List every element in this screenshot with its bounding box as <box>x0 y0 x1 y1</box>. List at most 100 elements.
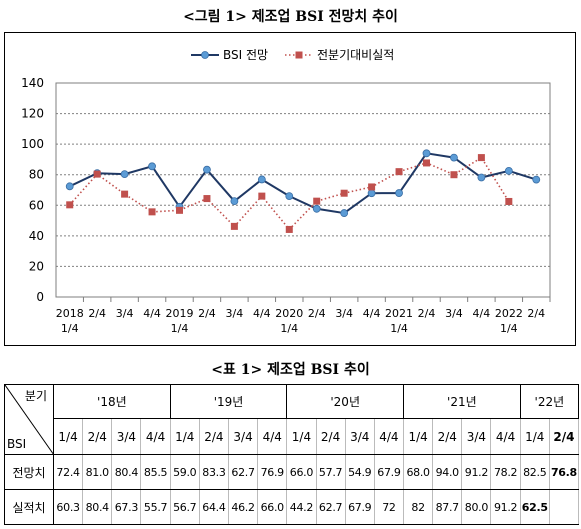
row-label: 실적치 <box>4 489 54 525</box>
quarter-header: 4/4 <box>373 418 405 455</box>
data-point-actual <box>450 171 458 179</box>
x-tick-label: 2/4 <box>88 307 106 320</box>
quarter-header: 3/4 <box>344 418 375 455</box>
x-tick-label: 2019 <box>166 307 194 320</box>
data-point-actual <box>395 168 403 176</box>
data-point-actual <box>313 197 321 205</box>
data-point-actual <box>505 197 513 205</box>
quarter-header: 2/4 <box>548 418 580 455</box>
table-cell: 62.5 <box>519 489 550 525</box>
table-cell: 54.9 <box>344 454 375 490</box>
data-point-actual <box>285 225 293 233</box>
chart-frame: 0 20 40 60 80 100 120 140 2018 1/4 2/4 3/4 4/4 2019 1/… <box>4 32 576 346</box>
quarter-header: 4/4 <box>140 418 171 455</box>
quarter-header: 3/4 <box>461 418 492 455</box>
x-tick-label: 2/4 <box>198 307 216 320</box>
table-header-quarters: 1/4 2/4 3/4 4/4 1/4 2/4 3/4 4/4 1/4 2/4 3/4 4/4 1/4 2… <box>5 418 580 455</box>
table-header-years: 분기 BSI '18년 '19년 '20년 '21년 '22년 <box>4 384 580 455</box>
bsi-line-chart: 0 20 40 60 80 100 120 140 2018 1/4 2/4 3/4 4/4 2019 1/… <box>21 48 551 335</box>
quarter-header: 2/4 <box>82 418 113 455</box>
table-cell: 85.5 <box>140 454 171 490</box>
data-point-actual <box>230 222 238 230</box>
quarter-header: 1/4 <box>519 418 550 455</box>
series-line-forecast <box>69 152 537 215</box>
year-header: '21년 <box>403 384 521 419</box>
data-point-actual <box>340 189 348 197</box>
data-point-forecast <box>120 170 129 179</box>
y-tick-label: 60 <box>29 198 44 212</box>
data-point-forecast <box>65 182 74 191</box>
quarter-header: 1/4 <box>403 418 434 455</box>
x-tick-label: 2/4 <box>308 307 326 320</box>
data-point-forecast <box>504 166 513 175</box>
data-point-actual <box>258 192 266 200</box>
table-cell: 87.7 <box>432 489 463 525</box>
table-cell: 44.2 <box>286 489 317 525</box>
x-tick-label: 3/4 <box>226 307 244 320</box>
y-tick-label: 120 <box>21 107 44 121</box>
table-cell: 83.3 <box>198 454 229 490</box>
table-title: <표 1> 제조업 BSI 추이 <box>211 362 370 378</box>
table-cell: 67.9 <box>344 489 375 525</box>
table-cell: 72.4 <box>52 454 84 490</box>
quarter-header: 3/4 <box>227 418 259 455</box>
x-tick-label: 1/4 <box>390 322 408 335</box>
x-tick-label: 2018 <box>56 307 84 320</box>
table-cell: 62.7 <box>315 489 346 525</box>
data-point-forecast <box>203 165 211 174</box>
figure-title: <그림 1> 제조업 BSI 전망치 추이 <box>183 9 398 25</box>
table-cell: 82 <box>403 489 434 525</box>
x-tick-label: 1/4 <box>280 322 298 335</box>
data-point-actual <box>477 154 485 162</box>
year-header: '20년 <box>286 384 405 419</box>
data-point-forecast <box>532 175 541 184</box>
x-tick-label: 4/4 <box>363 307 381 320</box>
diagonal-line <box>5 385 53 454</box>
table-cell: 91.2 <box>461 454 492 490</box>
x-tick-label: 2021 <box>385 307 413 320</box>
x-tick-label: 4/4 <box>143 307 161 320</box>
table-cell: 81.0 <box>82 454 113 490</box>
table-cell: 72 <box>373 489 405 525</box>
x-tick-label: 2/4 <box>527 307 545 320</box>
data-point-actual <box>176 206 183 214</box>
y-tick-label: 100 <box>21 137 44 151</box>
x-tick-label: 4/4 <box>253 307 271 320</box>
table-cell: 66.0 <box>257 489 288 525</box>
quarter-header: 3/4 <box>111 418 142 455</box>
table-cell: 91.2 <box>490 489 521 525</box>
data-point-actual <box>148 208 156 216</box>
x-tick-label: 2/4 <box>418 307 436 320</box>
corner-cell: 분기 BSI <box>4 384 54 455</box>
x-tick-label: 3/4 <box>116 307 134 320</box>
table-cell: 55.7 <box>140 489 171 525</box>
table-cell <box>548 489 580 525</box>
data-point-actual <box>423 159 430 167</box>
quarter-header: 2/4 <box>432 418 463 455</box>
corner-label-quarter: 분기 <box>24 389 47 403</box>
x-tick-label: 3/4 <box>445 307 463 320</box>
data-point-actual <box>203 195 211 203</box>
table-cell: 57.7 <box>315 454 346 490</box>
x-tick-label: 3/4 <box>335 307 353 320</box>
data-point-forecast <box>450 153 458 162</box>
table-cell: 76.8 <box>548 454 580 490</box>
table-cell: 82.5 <box>519 454 550 490</box>
row-label: 전망치 <box>4 454 54 490</box>
data-point-forecast <box>340 209 349 217</box>
quarter-header: 2/4 <box>315 418 346 455</box>
data-point-forecast <box>285 192 294 201</box>
year-header: '18년 <box>53 384 171 419</box>
x-tick-label: 1/4 <box>500 322 518 335</box>
bsi-table: 분기 BSI '18년 '19년 '20년 '21년 '22년 1/4 2/4 3/4 4/4 1/4… <box>4 384 580 525</box>
table-cell: 60.3 <box>52 489 84 525</box>
table-cell: 59.0 <box>169 454 200 490</box>
table-row: 전망치 72.4 81.0 80.4 85.5 59.0 83.3 62.7 76.9 66.0 5… <box>4 454 580 490</box>
quarter-header: 1/4 <box>286 418 317 455</box>
table-cell: 80.0 <box>461 489 492 525</box>
table-row: 실적치 60.3 80.4 67.3 55.7 56.7 64.4 46.2 66.0 44.2 6… <box>4 489 580 525</box>
x-tick-label: 1/4 <box>171 322 189 335</box>
table-cell: 56.7 <box>169 489 200 525</box>
plot-area <box>55 82 551 298</box>
table-cell: 80.4 <box>82 489 113 525</box>
